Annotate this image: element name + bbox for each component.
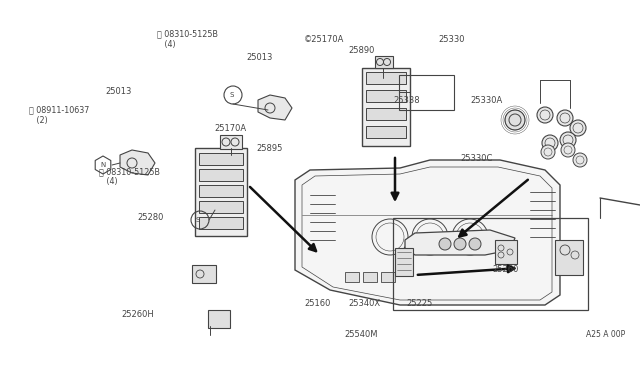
Bar [395, 248, 413, 276]
Bar [199, 185, 243, 197]
Bar [199, 217, 243, 229]
Text: S: S [229, 92, 234, 98]
Text: 25540M: 25540M [345, 330, 378, 339]
Circle shape [573, 153, 587, 167]
Bar [366, 72, 406, 84]
Text: 25340X: 25340X [349, 299, 381, 308]
Text: 25225: 25225 [406, 299, 433, 308]
Text: 25330: 25330 [438, 35, 465, 44]
Text: ©25170A: ©25170A [304, 35, 344, 44]
Bar [345, 272, 359, 282]
Bar [366, 126, 406, 138]
Bar [555, 240, 583, 275]
Bar [393, 218, 588, 310]
Text: N: N [100, 162, 105, 168]
Polygon shape [295, 160, 560, 305]
Bar [195, 148, 247, 236]
Bar [375, 56, 393, 68]
Text: 25013: 25013 [106, 87, 132, 96]
Bar [495, 240, 517, 264]
Circle shape [561, 143, 575, 157]
Circle shape [505, 110, 525, 130]
Circle shape [557, 110, 573, 126]
Bar [208, 310, 230, 328]
Text: 25890: 25890 [349, 46, 375, 55]
Bar [366, 108, 406, 120]
Circle shape [439, 238, 451, 250]
Text: 25330A: 25330A [470, 96, 502, 105]
Text: 25338: 25338 [394, 96, 420, 105]
Text: S: S [196, 217, 200, 223]
Text: Ⓝ 08911-10637
   (2): Ⓝ 08911-10637 (2) [29, 106, 89, 125]
Circle shape [570, 120, 586, 136]
Circle shape [541, 145, 555, 159]
Circle shape [454, 238, 466, 250]
Bar [199, 153, 243, 165]
Bar [381, 272, 395, 282]
Bar [399, 75, 454, 110]
Text: A25 A 00P: A25 A 00P [586, 330, 625, 339]
Text: Ⓢ 08310-5125B
   (4): Ⓢ 08310-5125B (4) [157, 29, 218, 49]
Circle shape [560, 132, 576, 148]
Text: 25260H: 25260H [122, 310, 154, 319]
Bar [362, 68, 410, 146]
Text: 25013: 25013 [246, 53, 273, 62]
Text: 25280: 25280 [138, 213, 164, 222]
Text: 25160: 25160 [304, 299, 330, 308]
Bar [192, 265, 216, 283]
Circle shape [537, 107, 553, 123]
Bar [199, 201, 243, 213]
Circle shape [469, 238, 481, 250]
Bar [366, 90, 406, 102]
Bar [363, 272, 377, 282]
Polygon shape [405, 230, 515, 255]
Polygon shape [258, 95, 292, 120]
Bar [220, 135, 242, 149]
Text: 25330C: 25330C [461, 154, 493, 163]
Text: Ⓢ 08310-5125B
   (4): Ⓢ 08310-5125B (4) [99, 167, 160, 186]
Circle shape [542, 135, 558, 151]
Text: 25170A: 25170A [214, 124, 246, 133]
Polygon shape [120, 150, 155, 175]
Bar [199, 169, 243, 181]
Text: 25260: 25260 [493, 265, 519, 274]
Text: 25895: 25895 [256, 144, 282, 153]
